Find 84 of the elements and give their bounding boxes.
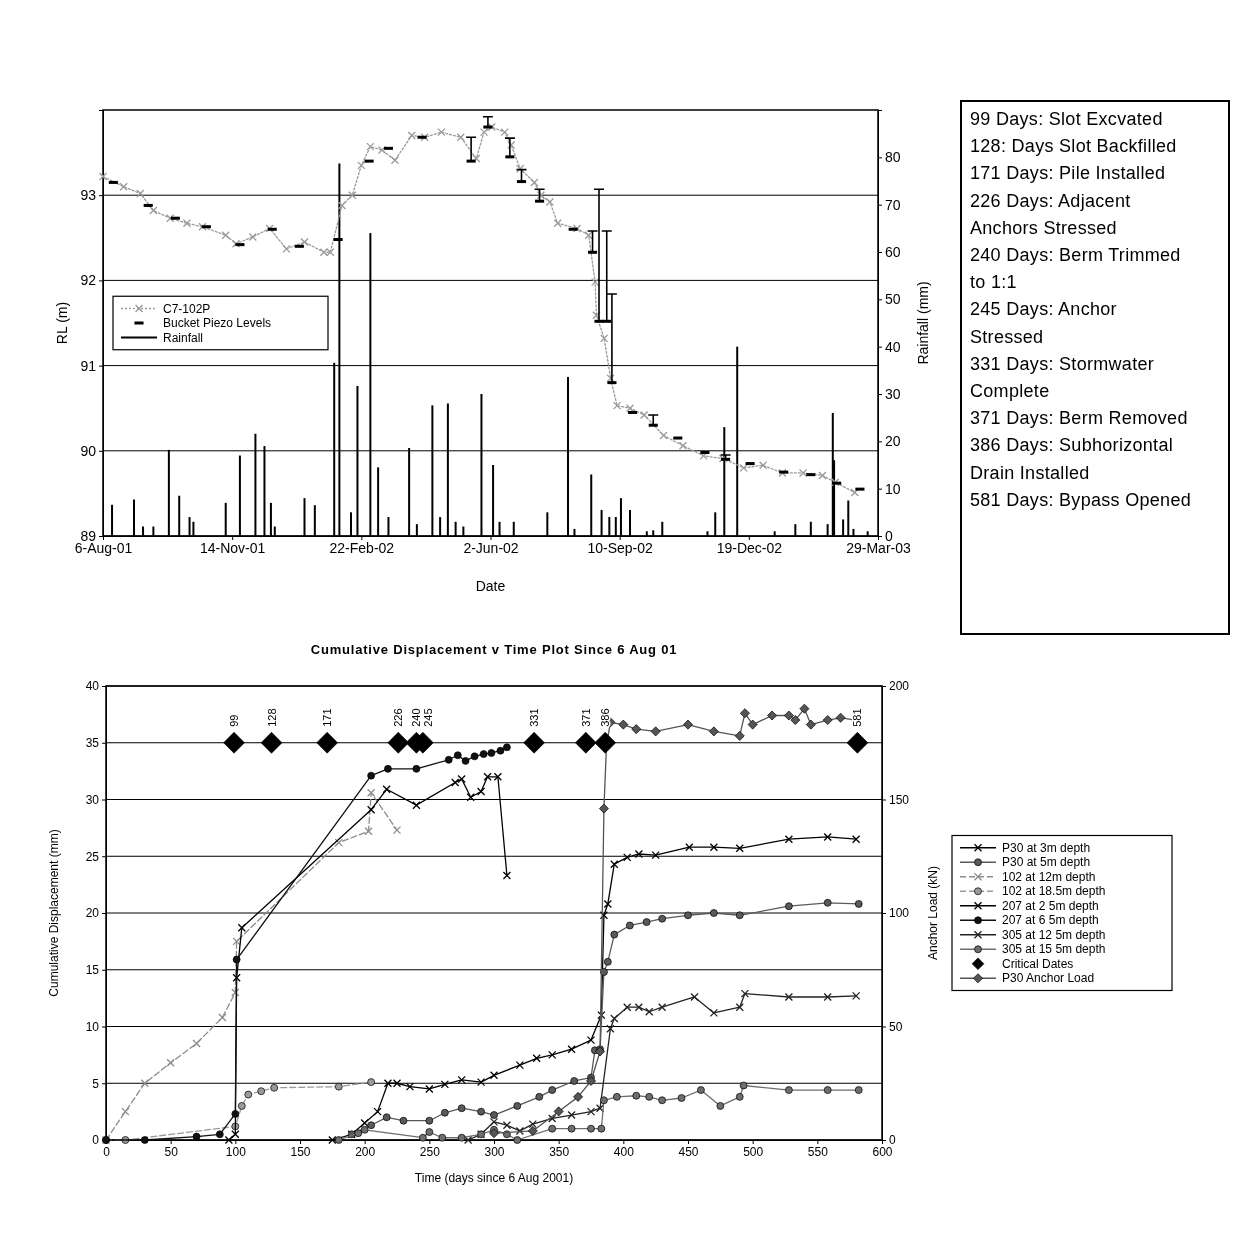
y2-tick-label: 0 — [885, 527, 893, 544]
y-tick-label: 20 — [85, 906, 100, 921]
legend-label: 305 at 12 5m depth — [1002, 927, 1106, 942]
y-axis-title: RL (m) — [54, 301, 70, 345]
x-tick-label: 14-Nov-01 — [199, 539, 266, 556]
annotation: 331 — [528, 708, 541, 727]
annotation: 371 — [579, 708, 592, 727]
annotation: 128 — [265, 708, 278, 727]
text: 128: Days Slot Backfilled — [970, 135, 1178, 159]
legend-label: P30 at 5m depth — [1002, 855, 1091, 870]
y2-tick-label: 70 — [885, 196, 901, 213]
annotation: 171 — [321, 708, 334, 727]
y2-tick-label: 50 — [889, 1019, 903, 1034]
text: 240 Days: Berm Trimmed to 1:1 — [970, 244, 1182, 295]
y2-tick-label: 200 — [889, 679, 910, 694]
x-tick-label: 300 — [484, 1144, 505, 1159]
y-tick-label: 0 — [92, 1133, 100, 1148]
x-tick-label: 100 — [225, 1144, 247, 1159]
text: 99 Days: Slot Excvated — [970, 108, 1164, 131]
x-tick-label: 150 — [290, 1144, 311, 1159]
y-tick-label: 91 — [80, 357, 97, 374]
x-tick-label: 0 — [103, 1144, 111, 1159]
y-tick-label: 40 — [85, 679, 100, 694]
text: 171 Days: Pile Installed — [970, 162, 1167, 186]
y2-tick-label: 30 — [885, 385, 901, 402]
x-tick-label: 50 — [164, 1144, 179, 1159]
y-tick-label: 5 — [92, 1076, 100, 1091]
legend-label: 305 at 15 5m depth — [1002, 942, 1106, 957]
y2-tick-label: 150 — [889, 792, 910, 807]
y-tick-label: 90 — [80, 442, 97, 459]
text: 581 Days: Bypass Opened — [970, 488, 1193, 512]
annotation: 240 — [410, 708, 423, 727]
x-axis-title: Date — [475, 578, 506, 594]
y2-tick-label: 20 — [885, 433, 901, 450]
y2-tick-label: 10 — [885, 480, 901, 497]
y-tick-label: 92 — [80, 272, 97, 289]
x-tick-label: 500 — [743, 1144, 764, 1159]
y2-tick-label: 50 — [885, 291, 901, 308]
x-tick-label: 550 — [807, 1144, 829, 1159]
y-tick-label: 15 — [85, 963, 100, 978]
annotation: 245 — [422, 708, 435, 727]
y2-tick-label: 40 — [885, 338, 901, 355]
y2-tick-label: 100 — [889, 906, 910, 921]
y-tick-label: 93 — [80, 187, 97, 204]
y-tick-label: 35 — [85, 736, 100, 751]
legend-label: 207 at 2 5m depth — [1002, 898, 1099, 913]
legend-label: 207 at 6 5m depth — [1002, 913, 1099, 928]
legend-label: Bucket Piezo Levels — [163, 316, 272, 330]
y-tick-label: 89 — [80, 527, 97, 544]
x-tick-label: 10-Sep-02 — [587, 539, 654, 556]
chart-title: Cumulative Displacement v Time Plot Since 6 Aug 01 — [310, 642, 678, 657]
legend-label: 102 at 12m depth — [1002, 869, 1096, 884]
annotation: 386 — [599, 708, 612, 727]
x-tick-label: 400 — [613, 1144, 635, 1159]
x-tick-label: 200 — [355, 1144, 376, 1159]
legend-label: Critical Dates — [1002, 956, 1074, 971]
legend-label: 102 at 18.5m depth — [1002, 884, 1106, 899]
text: 245 Days: Anchor Stressed — [970, 298, 1118, 349]
y-axis-title: Cumulative Displacement (mm) — [47, 829, 61, 997]
y-tick-label: 25 — [85, 849, 100, 864]
y-tick-label: 30 — [85, 792, 100, 807]
x-tick-label: 22-Feb-02 — [329, 539, 395, 556]
x-tick-label: 250 — [419, 1144, 441, 1159]
y2-tick-label: 80 — [885, 149, 901, 166]
annotation: 99 — [228, 714, 241, 727]
text: 386 Days: Subhorizontal Drain Installed — [970, 434, 1175, 485]
x-axis-title: Time (days since 6 Aug 2001) — [414, 1171, 574, 1185]
x-tick-label: 350 — [549, 1144, 570, 1159]
text: 331 Days: Stormwater Complete — [970, 352, 1156, 404]
legend-label: P30 at 3m depth — [1002, 840, 1091, 855]
y2-tick-label: 60 — [885, 243, 901, 260]
annotation: 226 — [392, 708, 405, 727]
legend-label: P30 Anchor Load — [1002, 971, 1095, 986]
annotation: 581 — [851, 708, 864, 727]
y2-axis-title: Rainfall (mm) — [915, 281, 931, 365]
text: 371 Days: Berm Removed — [970, 407, 1189, 431]
x-tick-label: 450 — [678, 1144, 699, 1159]
y-tick-label: 10 — [85, 1019, 100, 1034]
y2-axis-title: Anchor Load (kN) — [926, 865, 940, 961]
x-tick-label: 19-Dec-02 — [716, 539, 783, 556]
text: 226 Days: Adjacent Anchors Stressed — [970, 189, 1132, 240]
x-tick-label: 2-Jun-02 — [463, 539, 519, 556]
legend-label: C7-102P — [163, 301, 211, 316]
legend-label: Rainfall — [163, 330, 204, 345]
